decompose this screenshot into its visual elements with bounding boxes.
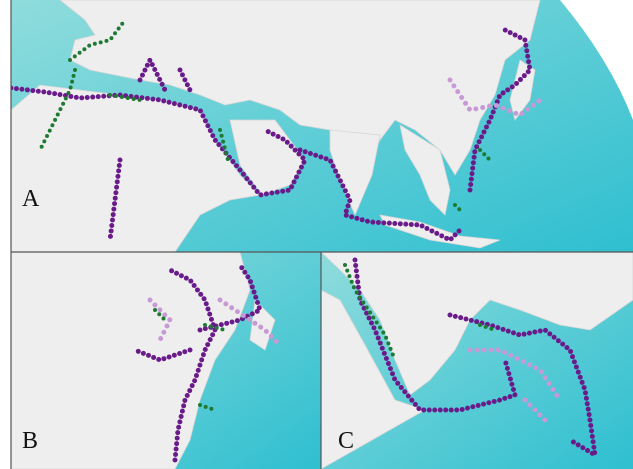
route — [11, 85, 308, 198]
route — [107, 57, 193, 243]
panel-a — [11, 0, 633, 252]
panel-label: B — [22, 428, 38, 454]
route — [467, 347, 563, 423]
route — [352, 257, 598, 458]
se-asia — [399, 124, 451, 216]
route — [343, 263, 497, 362]
route — [467, 27, 533, 193]
land — [321, 289, 426, 469]
route — [38, 18, 492, 212]
globe-edge — [560, 0, 633, 120]
panel-b — [11, 252, 321, 469]
route — [153, 308, 227, 412]
route — [132, 262, 263, 463]
panel-c — [321, 252, 633, 469]
japan — [509, 59, 536, 121]
india — [329, 129, 381, 217]
panel-label: A — [22, 186, 40, 212]
land — [321, 252, 633, 396]
panel-label: C — [338, 428, 354, 454]
route — [147, 297, 283, 348]
route — [447, 77, 543, 118]
route — [297, 147, 463, 243]
